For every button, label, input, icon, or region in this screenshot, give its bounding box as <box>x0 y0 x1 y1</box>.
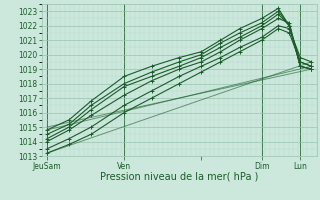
X-axis label: Pression niveau de la mer( hPa ): Pression niveau de la mer( hPa ) <box>100 172 258 182</box>
